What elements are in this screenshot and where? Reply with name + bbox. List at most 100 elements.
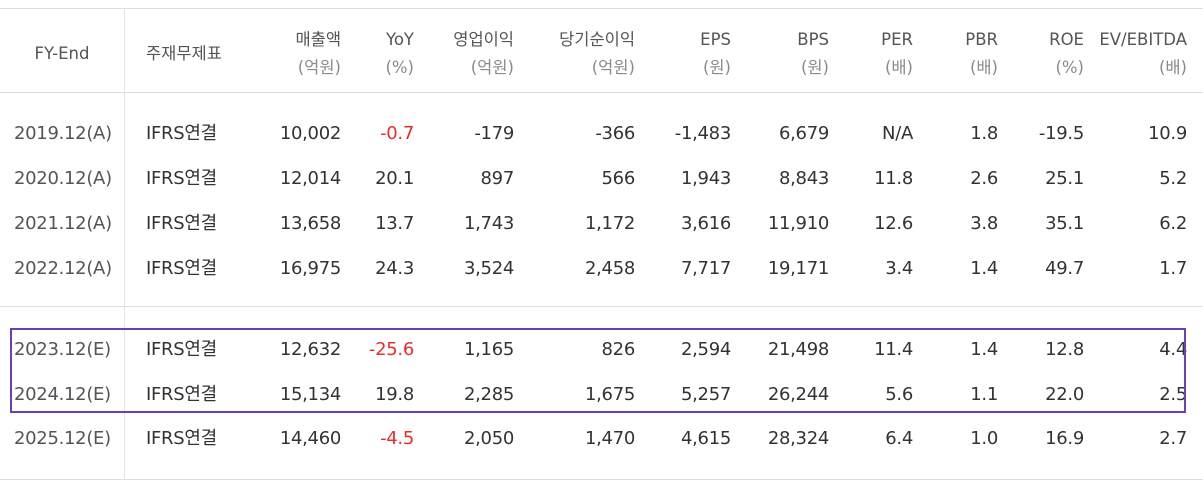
header-standard: 주재무제표 [146,44,222,63]
cell-operating-profit: 3,524 [463,258,514,279]
cell-per: 3.4 [885,258,913,279]
cell-roe: 35.1 [1045,213,1084,234]
cell-eps: 1,943 [680,168,731,189]
header-col-sales-unit: (억원) [297,58,341,77]
cell-yoy: -25.6 [368,339,414,360]
cell-net-income: 1,675 [584,384,635,405]
row-standard: IFRS연결 [146,384,217,405]
row-fy-end: 2021.12(A) [14,213,112,234]
cell-ev-ebitda: 2.5 [1159,384,1187,405]
header-col-sales-title: 매출액 [295,30,341,49]
cell-eps: -1,483 [674,123,732,144]
header-col-net-income: 당기순이익 (억원) [559,26,635,82]
header-col-per: PER (배) [881,26,913,82]
cell-eps: 5,257 [680,384,731,405]
cell-per: 11.8 [874,168,913,189]
row-standard: IFRS연결 [146,428,217,449]
cell-pbr: 1.0 [970,428,998,449]
cell-bps: 28,324 [767,428,829,449]
row-fy-end: 2020.12(A) [14,168,112,189]
cell-roe: 16.9 [1045,428,1084,449]
cell-sales: 15,134 [279,384,341,405]
cell-operating-profit: 897 [480,168,515,189]
cell-bps: 21,498 [767,339,829,360]
header-col-yoy-unit: (%) [385,58,414,77]
cell-eps: 2,594 [680,339,731,360]
cell-sales: 14,460 [279,428,341,449]
header-bottom-rule [0,92,1203,93]
header-col-bps-unit: (원) [800,58,829,77]
cell-roe: 25.1 [1045,168,1084,189]
cell-net-income: -366 [595,123,635,144]
row-standard: IFRS연결 [146,168,217,189]
header-col-net-income-unit: (억원) [591,58,635,77]
header-col-sales: 매출액 (억원) [295,26,341,82]
cell-operating-profit: 1,165 [463,339,514,360]
header-col-ev-ebitda: EV/EBITDA (배) [1099,26,1187,82]
header-col-per-unit: (배) [884,58,913,77]
header-col-pbr-unit: (배) [969,58,998,77]
row-fy-end: 2024.12(E) [14,384,111,405]
header-col-roe: ROE (%) [1049,26,1084,82]
cell-operating-profit: -179 [474,123,514,144]
cell-yoy: 13.7 [375,213,414,234]
header-col-operating-profit: 영업이익 (억원) [453,26,514,82]
cell-eps: 4,615 [680,428,731,449]
row-fy-end: 2022.12(A) [14,258,112,279]
cell-net-income: 1,172 [584,213,635,234]
table-bottom-rule [0,479,1203,480]
cell-roe: 22.0 [1045,384,1084,405]
row-standard: IFRS연결 [146,123,217,144]
cell-eps: 7,717 [680,258,731,279]
row-standard: IFRS연결 [146,213,217,234]
cell-pbr: 1.4 [970,258,998,279]
header-col-per-title: PER [881,30,913,49]
header-col-operating-profit-title: 영업이익 [453,30,514,49]
cell-ev-ebitda: 5.2 [1159,168,1187,189]
header-col-ev-ebitda-unit: (배) [1158,58,1187,77]
estimate-highlight-box [10,328,1186,413]
cell-yoy: 19.8 [375,384,414,405]
header-col-eps-title: EPS [700,30,731,49]
cell-bps: 26,244 [767,384,829,405]
cell-bps: 19,171 [767,258,829,279]
cell-per: 12.6 [874,213,913,234]
header-col-bps-title: BPS [797,30,829,49]
row-fy-end: 2025.12(E) [14,428,111,449]
cell-pbr: 2.6 [970,168,998,189]
cell-sales: 16,975 [279,258,341,279]
cell-ev-ebitda: 2.7 [1159,428,1187,449]
header-fy-end: FY-End [34,44,90,63]
cell-ev-ebitda: 1.7 [1159,258,1187,279]
cell-operating-profit: 2,285 [463,384,514,405]
cell-sales: 12,014 [279,168,341,189]
table-top-rule [0,8,1203,9]
cell-yoy: -0.7 [380,123,414,144]
cell-roe: 12.8 [1045,339,1084,360]
cell-per: 6.4 [885,428,913,449]
header-col-operating-profit-unit: (억원) [470,58,514,77]
fy-column-divider [124,8,125,480]
cell-net-income: 1,470 [584,428,635,449]
cell-sales: 13,658 [279,213,341,234]
cell-per: N/A [882,123,913,144]
actual-estimate-divider [0,306,1203,307]
cell-pbr: 1.4 [970,339,998,360]
cell-net-income: 2,458 [584,258,635,279]
cell-roe: -19.5 [1038,123,1084,144]
header-col-roe-unit: (%) [1055,58,1084,77]
row-standard: IFRS연결 [146,258,217,279]
header-col-eps: EPS (원) [700,26,731,82]
header-col-ev-ebitda-title: EV/EBITDA [1099,30,1187,49]
cell-bps: 8,843 [778,168,829,189]
header-col-eps-unit: (원) [702,58,731,77]
cell-ev-ebitda: 6.2 [1159,213,1187,234]
cell-roe: 49.7 [1045,258,1084,279]
cell-per: 5.6 [885,384,913,405]
row-fy-end: 2023.12(E) [14,339,111,360]
header-col-yoy: YoY (%) [385,26,414,82]
cell-bps: 6,679 [778,123,829,144]
header-col-bps: BPS (원) [797,26,829,82]
header-col-yoy-title: YoY [385,30,414,49]
cell-yoy: 24.3 [375,258,414,279]
